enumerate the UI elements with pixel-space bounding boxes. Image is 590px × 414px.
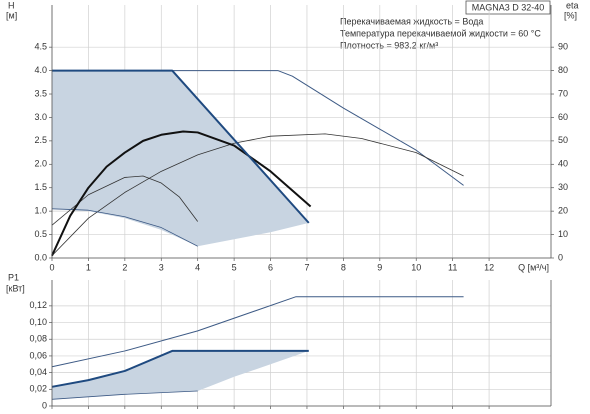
operating-area (52, 70, 309, 247)
x-tick-label: 10 (411, 262, 421, 272)
y2-tick-label: 80 (558, 65, 568, 75)
y2-tick-label: 50 (558, 135, 568, 145)
y-tick-label: 0.0 (34, 252, 47, 262)
y-axis-label: P1 (8, 272, 19, 282)
x-tick-label: 11 (448, 262, 457, 272)
model-label: MAGNA3 D 32-40 (472, 2, 545, 12)
y-tick-label: 0,02 (29, 384, 47, 394)
y-tick-label: 1.0 (34, 206, 47, 216)
x-tick-label: 8 (341, 262, 346, 272)
curve (51, 133, 464, 256)
x-tick-label: 3 (159, 262, 164, 272)
y2-axis-label: [%] (564, 10, 577, 20)
x-tick-label: 2 (122, 262, 127, 272)
y-tick-label: 0.5 (34, 229, 47, 239)
x-tick-label: 7 (304, 262, 309, 272)
y2-tick-label: 20 (558, 206, 568, 216)
curve (51, 349, 309, 388)
note: Температура перекачиваемой жидкости = 60… (340, 28, 541, 38)
y-axis-label: [кВт] (6, 283, 25, 293)
y-axis-label: H (8, 0, 15, 10)
y-tick-label: 0,12 (29, 300, 47, 310)
y-tick-label: 4.0 (34, 65, 47, 75)
y-tick-label: 1.5 (34, 182, 47, 192)
y2-tick-label: 0 (558, 252, 563, 262)
y-tick-label: 0,10 (29, 317, 47, 327)
x-tick-label: 12 (484, 262, 494, 272)
model-box (465, 0, 551, 15)
curve (51, 390, 198, 400)
y-tick-label: 2.5 (34, 135, 47, 145)
y2-axis-label: eta (566, 0, 579, 10)
x-tick-label: 5 (232, 262, 237, 272)
curve (172, 70, 464, 186)
y2-tick-label: 10 (558, 229, 568, 239)
y-tick-label: 0,04 (29, 367, 47, 377)
y-axis-label: [м] (6, 10, 17, 20)
y2-tick-label: 60 (558, 112, 568, 122)
y-tick-label: 2.0 (34, 159, 47, 169)
y-tick-label: 0,06 (29, 350, 47, 360)
x-axis-label: Q [м³/ч] (518, 262, 549, 272)
curve (51, 296, 464, 368)
x-tick-label: 9 (377, 262, 382, 272)
x-tick-label: 6 (268, 262, 273, 272)
y2-tick-label: 30 (558, 182, 568, 192)
note: Перекачиваемая жидкость = Вода (340, 16, 483, 26)
y2-tick-label: 40 (558, 159, 568, 169)
curve (51, 208, 198, 247)
operating-area (52, 350, 309, 400)
y-tick-label: 3.0 (34, 112, 47, 122)
y2-tick-label: 70 (558, 88, 568, 98)
x-tick-label: 4 (195, 262, 200, 272)
y-tick-label: 3.5 (34, 88, 47, 98)
y-tick-label: 0,08 (29, 334, 47, 344)
y2-tick-label: 90 (558, 42, 568, 52)
x-tick-label: 1 (86, 262, 91, 272)
y-tick-label: 4.5 (34, 42, 47, 52)
y-tick-label: 0 (42, 400, 47, 410)
note: Плотность = 983.2 кг/м³ (340, 40, 438, 50)
curve (52, 69, 310, 224)
curve (51, 130, 312, 257)
x-tick-label: 0 (49, 262, 54, 272)
curve (51, 175, 199, 226)
